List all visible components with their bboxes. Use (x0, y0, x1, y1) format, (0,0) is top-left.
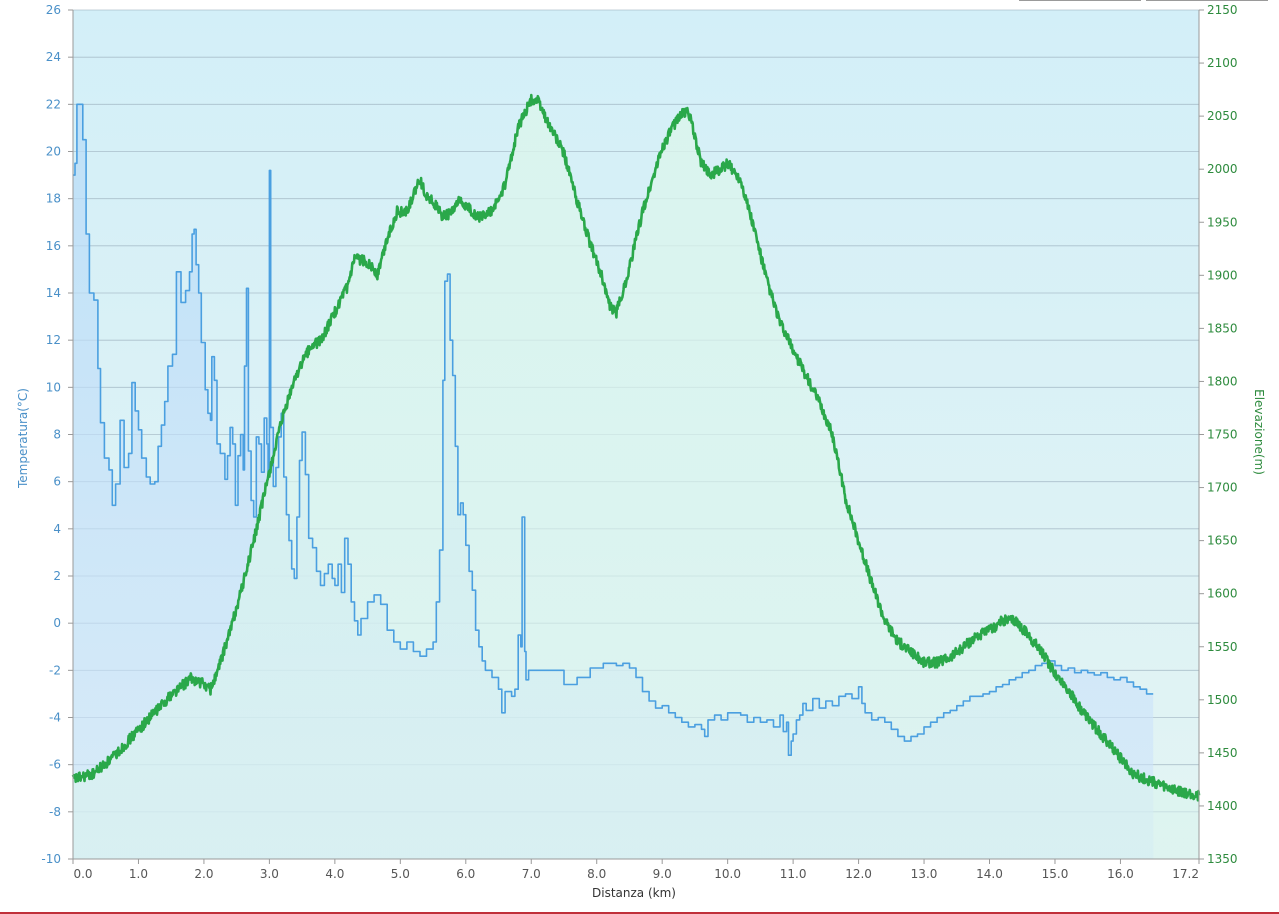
right-axis-ticks: 2150 2100 2050 2000 1950 1900 1850 1800 1750 1700… (1199, 3, 1238, 866)
right-tick-label: 1750 (1207, 428, 1238, 442)
x-axis-ticks: 0.0 1.0 2.0 3.0 4.0 5.0 6.0 7.0 8.0 9.0 10.0 11.0 12… (72, 859, 1200, 881)
left-tick-label: 12 (46, 333, 61, 347)
right-tick-label: 1850 (1207, 321, 1238, 335)
left-tick-label: 2 (53, 569, 61, 583)
left-tick-label: 4 (53, 522, 61, 536)
x-tick-label: 0.0 (73, 867, 92, 881)
right-tick-label: 1450 (1207, 746, 1238, 760)
window-bottom-border (0, 912, 1279, 914)
series-lines (71, 93, 1201, 802)
left-tick-label: 24 (46, 50, 61, 64)
right-tick-label: 1500 (1207, 693, 1238, 707)
x-tick-label: 7.0 (522, 867, 541, 881)
left-tick-label: 18 (46, 192, 61, 206)
x-tick-label: 5.0 (391, 867, 410, 881)
left-tick-label: 16 (46, 239, 61, 253)
area-fills (73, 95, 1199, 860)
x-tick-label: 3.0 (260, 867, 279, 881)
toolbar-button[interactable] (1019, 0, 1141, 1)
toolbar-button[interactable] (1146, 0, 1268, 1)
right-axis-title: Elevazione(m) (1252, 389, 1266, 475)
x-tick-label: 10.0 (714, 867, 741, 881)
left-tick-label: -4 (49, 711, 61, 725)
x-tick-label: 9.0 (653, 867, 672, 881)
right-tick-label: 1650 (1207, 534, 1238, 548)
right-tick-label: 2100 (1207, 56, 1238, 70)
x-tick-label: 11.0 (780, 867, 807, 881)
right-tick-label: 1800 (1207, 374, 1238, 388)
left-tick-label: 20 (46, 145, 61, 159)
right-tick-label: 1600 (1207, 587, 1238, 601)
left-tick-label: 10 (46, 380, 61, 394)
right-tick-label: 1550 (1207, 640, 1238, 654)
x-tick-label: 2.0 (194, 867, 213, 881)
right-tick-label: 1400 (1207, 799, 1238, 813)
left-tick-label: 6 (53, 475, 61, 489)
left-tick-label: 26 (46, 3, 61, 17)
right-tick-label: 2150 (1207, 3, 1238, 17)
left-tick-label: 14 (46, 286, 61, 300)
elevation-area (73, 95, 1199, 860)
x-tick-label: 6.0 (456, 867, 475, 881)
left-tick-label: -2 (49, 663, 61, 677)
x-tick-label: 8.0 (587, 867, 606, 881)
x-tick-label: 14.0 (976, 867, 1003, 881)
x-tick-label: 15.0 (1042, 867, 1069, 881)
right-tick-label: 1700 (1207, 481, 1238, 495)
temperature-series-line (73, 103, 1154, 756)
left-tick-label: 0 (53, 616, 61, 630)
left-tick-label: -10 (41, 852, 61, 866)
left-tick-label: -8 (49, 805, 61, 819)
right-tick-label: 2000 (1207, 162, 1238, 176)
x-tick-label: 16.0 (1107, 867, 1134, 881)
x-tick-label: 13.0 (911, 867, 938, 881)
x-tick-label: 17.2 (1172, 867, 1199, 881)
right-tick-label: 1900 (1207, 268, 1238, 282)
x-tick-label: 4.0 (325, 867, 344, 881)
right-tick-label: 1950 (1207, 215, 1238, 229)
left-tick-label: 8 (53, 428, 61, 442)
x-tick-label: 1.0 (129, 867, 148, 881)
x-tick-label: 12.0 (845, 867, 872, 881)
right-tick-label: 1350 (1207, 852, 1238, 866)
elevation-series-line (71, 93, 1201, 802)
right-tick-label: 2050 (1207, 109, 1238, 123)
left-tick-label: -6 (49, 758, 61, 772)
x-axis-title: Distanza (km) (592, 886, 676, 900)
left-axis-title: Temperatura(°C) (16, 388, 30, 489)
left-tick-label: 22 (46, 97, 61, 111)
